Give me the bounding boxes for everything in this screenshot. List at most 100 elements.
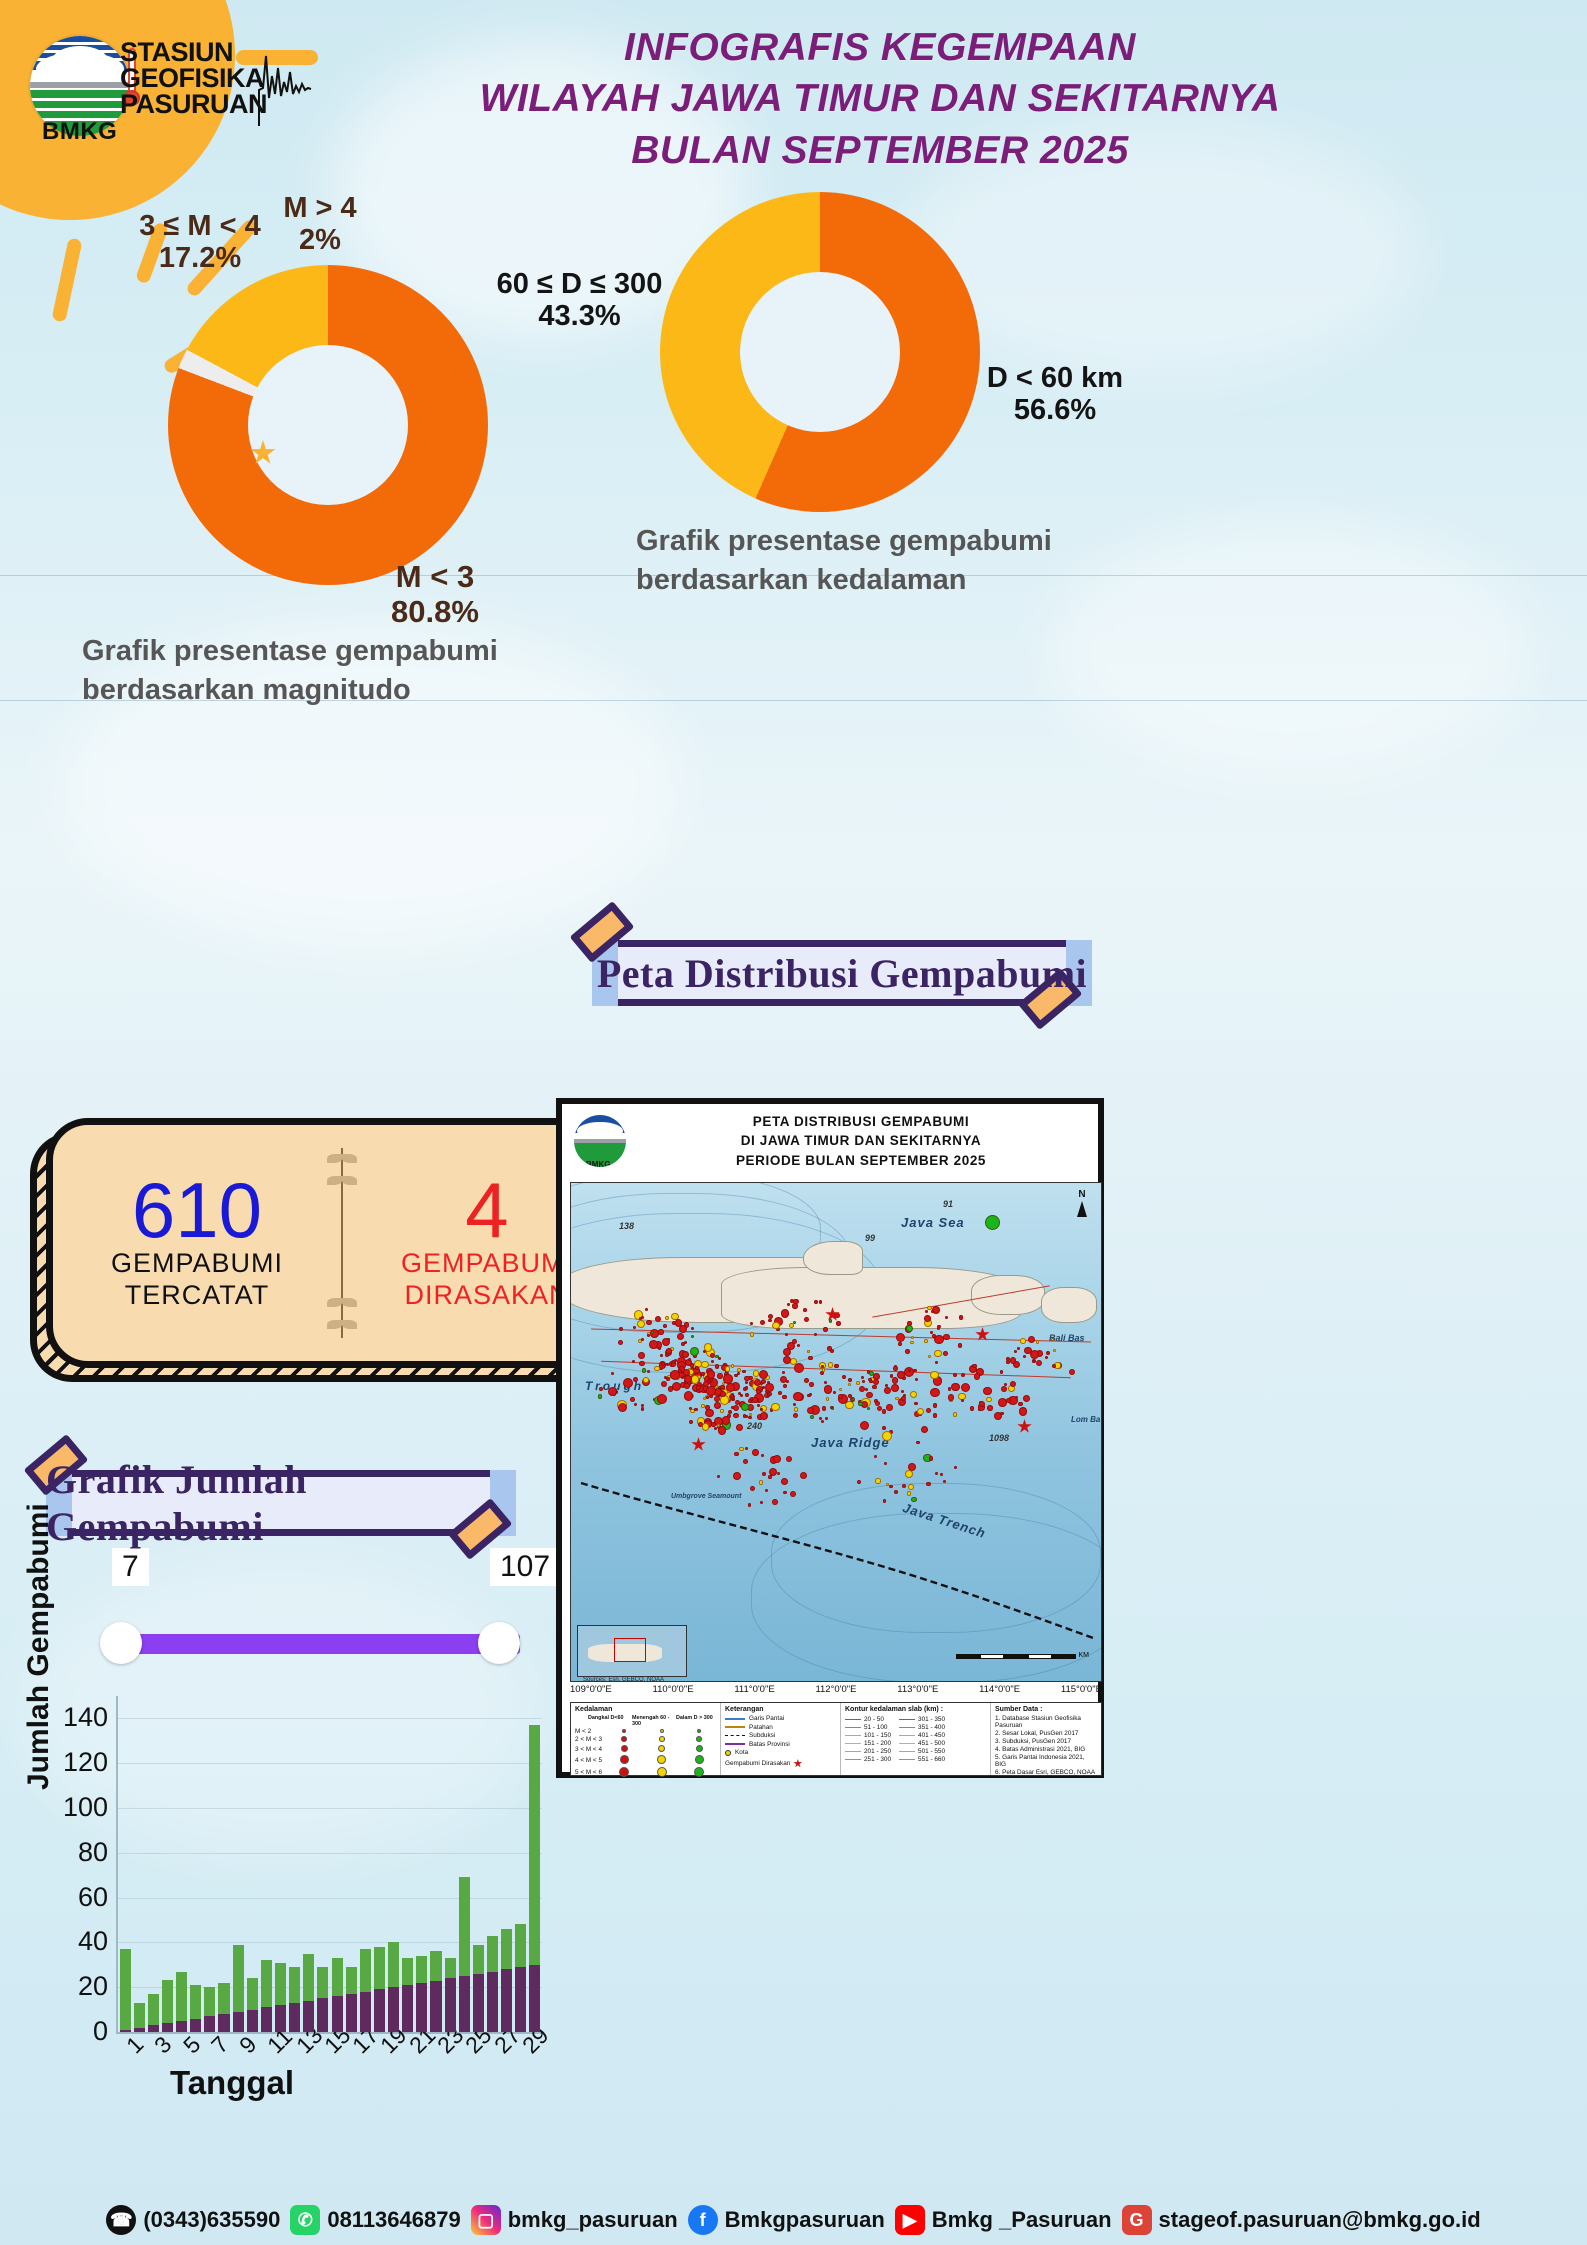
slider-knob-max[interactable] [478,1622,520,1664]
contact-email[interactable]: G stageof.pasuruan@bmkg.go.id [1121,2205,1481,2235]
map-lon-tick: 111°0'0"E [734,1684,775,1695]
epicenter-marker [766,1394,770,1398]
epicenter-marker [737,1371,741,1375]
legend-contour-row: 101 - 150 [845,1732,891,1739]
epicenter-marker [646,1319,652,1326]
station-line-3: PASURUAN [120,88,268,119]
contact-instagram[interactable]: ▢ bmkg_pasuruan [470,2205,678,2235]
legend-mag-label: 2 < M < 3 [575,1736,602,1744]
legend-dot [658,1736,665,1742]
epicenter-marker [829,1406,833,1410]
felt-label: GEMPABUMI DIRASAKAN [400,1247,573,1310]
epicenter-marker [665,1316,669,1321]
epicenter-marker [867,1377,872,1382]
epicenter-marker [910,1341,914,1345]
epicenter-marker [782,1394,787,1400]
epicenter-marker [716,1423,720,1428]
epicenter-marker [1018,1407,1028,1416]
epicenter-marker [1035,1339,1040,1344]
epicenter-marker [599,1387,603,1391]
epicenter-marker [662,1324,667,1329]
legend-contour-row: 551 - 660 [899,1756,945,1763]
legend-keterangan-label: Patahan [749,1723,773,1731]
epicenter-marker [803,1308,808,1312]
chart-bar-total [529,1725,541,2032]
legend-contour-symbol [845,1727,861,1728]
epicenter-marker [787,1341,796,1350]
legend-contour-row: 51 - 100 [845,1724,891,1731]
chart-bar-shallow [529,1964,541,2032]
epicenter-marker [744,1393,749,1397]
epicenter-marker [688,1358,692,1362]
legend-symbol [725,1726,745,1728]
legend-contour-col: 20 - 50 51 - 100 101 - 150 151 - 200 201 - 2… [845,1715,891,1763]
epicenter-marker [889,1484,893,1489]
epicenter-marker [882,1499,887,1503]
epicenter-marker [644,1307,649,1312]
chart-gridline [118,1808,542,1809]
epicenter-marker [1046,1350,1051,1355]
chart-bar-total [161,1980,173,2032]
epicenter-marker [821,1405,827,1411]
legend-contour-label: 401 - 450 [918,1732,946,1739]
chart-bar-total [176,1971,188,2032]
epicenter-marker [720,1385,725,1390]
instagram-handle: bmkg_pasuruan [507,2207,678,2232]
contact-facebook[interactable]: f Bmkgpasuruan [687,2205,885,2235]
epicenter-marker [782,1384,788,1389]
epicenter-marker [825,1397,829,1401]
map-contour-number: 99 [865,1233,876,1243]
epicenter-marker [688,1420,693,1425]
epicenter-marker [640,1404,644,1408]
epicenter-marker [1018,1401,1023,1407]
epicenter-marker [638,1317,642,1321]
map-title-line-3: PERIODE BULAN SEPTEMBER 2025 [735,1152,987,1168]
epicenter-marker [732,1472,741,1481]
chart-bar-shallow [232,2011,244,2032]
epicenter-marker [867,1406,871,1410]
epicenter-marker [930,1387,940,1398]
epicenter-marker [752,1397,759,1404]
epicenter-marker [883,1461,887,1465]
slider-knob-min[interactable] [100,1622,142,1664]
epicenter-marker [905,1349,910,1355]
chart-bar-total [331,1958,343,2032]
range-slider[interactable] [100,1622,520,1664]
map-credit: Sources: Esri, GEBCO, NOAA [583,1677,665,1682]
epicenter-marker [748,1415,752,1419]
epicenter-marker [885,1482,890,1487]
epicenter-marker [674,1319,683,1327]
epicenter-marker [890,1374,894,1378]
map-canvas[interactable]: Java Sea Java Ridge Trough Java Trench U… [570,1182,1102,1682]
legend-contour-label: 351 - 400 [918,1724,946,1731]
epicenter-marker [742,1369,746,1374]
legend-dot [696,1736,703,1742]
chart-bar [402,1958,414,2032]
epicenter-marker [925,1407,931,1413]
map-lon-tick: 112°0'0"E [815,1684,857,1695]
epicenter-marker [640,1406,645,1411]
chart-bar-shallow [430,1980,442,2032]
epicenter-marker [881,1409,886,1414]
chart-bar-total [147,1993,159,2032]
epicenter-marker [944,1316,948,1320]
contact-phone[interactable]: ☎ (0343)635590 [106,2205,280,2235]
epicenter-marker [707,1378,712,1383]
epicenter-marker [1009,1357,1017,1364]
legend-source-item: 6. Peta Dasar Esri, GEBCO, NOAA [995,1769,1096,1776]
epicenter-marker [845,1400,854,1410]
contact-youtube[interactable]: ▶ Bmkg _Pasuruan [894,2205,1112,2235]
epicenter-marker [814,1333,818,1337]
epicenter-marker [744,1446,748,1450]
slider-track[interactable] [120,1634,520,1654]
epicenter-marker [719,1391,726,1398]
epicenter-marker [684,1382,691,1389]
chart-bar-total [303,1953,315,2032]
contact-whatsapp[interactable]: ✆ 08113646879 [290,2205,461,2235]
epicenter-marker [633,1403,637,1407]
epicenter-marker [823,1327,828,1332]
map-lon-tick: 109°0'0"E [570,1684,612,1695]
epicenter-marker [979,1401,985,1408]
epicenter-marker [810,1415,815,1420]
epicenter-marker [705,1386,716,1396]
